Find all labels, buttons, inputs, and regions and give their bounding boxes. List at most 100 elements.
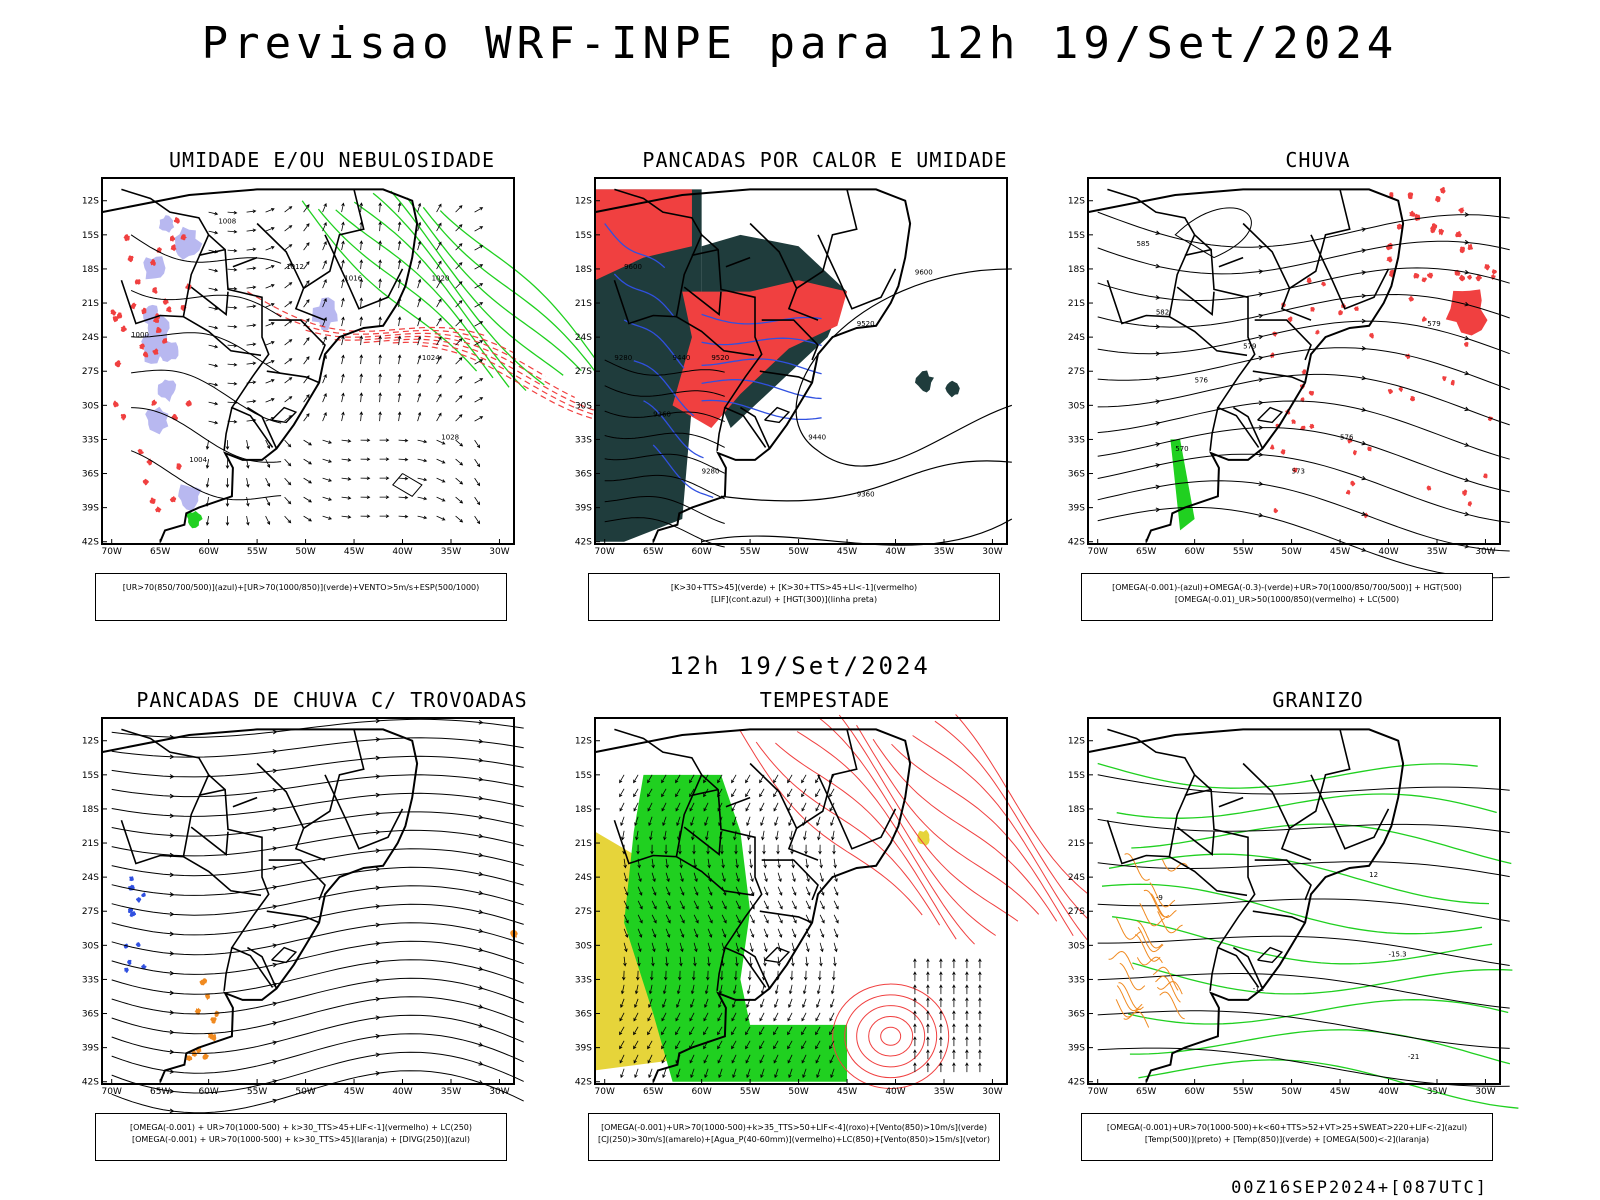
wind850-vector: [633, 1040, 639, 1050]
wind850-vector: [707, 956, 711, 967]
green-contour: [406, 197, 582, 372]
wind-vector: [322, 279, 327, 289]
wind850-vector: [633, 788, 639, 798]
wind-vector: [417, 392, 422, 403]
lat-label: 33S: [82, 975, 99, 985]
lat-label: 27S: [82, 907, 99, 917]
wind-vector: [455, 281, 463, 289]
hgt500-contour: [1097, 267, 1510, 302]
lat-label: 30S: [82, 941, 99, 951]
lon-label: 35W: [441, 547, 461, 557]
lc850-red-streamline: [872, 738, 1058, 922]
lat-label: 42S: [82, 538, 99, 548]
isobar: [130, 289, 282, 318]
wind850-vector: [787, 1054, 793, 1064]
divg-blue-dot: [124, 967, 130, 973]
jet-yellow-area: [917, 829, 930, 846]
streamline-arrow: [478, 1042, 484, 1047]
lc250-streamline: [111, 996, 524, 1035]
streamline-arrow: [1361, 407, 1367, 412]
streamline-arrow: [478, 738, 484, 744]
wind850-vector: [763, 928, 769, 938]
map-frame: [594, 717, 1008, 1085]
omega-orange-contour: [1150, 893, 1177, 918]
omega-orange-contour: [1115, 917, 1142, 940]
wind-vector: [455, 376, 463, 384]
wind850-vector: [952, 1062, 956, 1073]
omega-orange-contour: [1115, 999, 1142, 1018]
red-dashed-contour: [392, 341, 633, 422]
wind850-vector: [689, 774, 695, 784]
wind850-vector: [735, 942, 740, 953]
lat-label: 36S: [82, 1010, 99, 1020]
wind-vector: [474, 340, 484, 346]
wind-vector: [303, 242, 310, 251]
border-line: [683, 286, 722, 316]
wind850-vector: [735, 956, 739, 967]
wind850-vector: [791, 900, 797, 910]
wind-vector: [397, 411, 402, 422]
wind850-vector: [648, 998, 653, 1008]
wind850-vector: [777, 886, 783, 896]
lon-label: 45W: [1330, 1087, 1350, 1097]
contour-label: 570: [1175, 445, 1188, 453]
wind850-vector: [705, 830, 709, 841]
rain-dot: [1426, 485, 1432, 491]
wind-vector: [379, 457, 390, 461]
lif-contour: [652, 444, 714, 499]
wind-vector: [417, 354, 422, 365]
wind850-vector: [734, 844, 738, 855]
wind850-vector: [965, 1049, 969, 1060]
border-line: [749, 762, 819, 861]
wind-vector: [322, 241, 327, 251]
red-dot: [137, 448, 144, 455]
streamline-arrow: [375, 941, 381, 946]
wind850-vector: [819, 872, 824, 883]
wind850-vector: [621, 830, 625, 841]
wind850-vector: [637, 886, 643, 896]
wind850-vector: [791, 872, 796, 883]
border-line: [739, 946, 771, 989]
border-line: [725, 256, 751, 268]
wind850-vector: [651, 900, 657, 910]
wind850-vector: [623, 956, 627, 967]
wind850-vector: [926, 1062, 930, 1073]
contour-label: 579: [1243, 342, 1256, 350]
wind-vector: [378, 373, 382, 384]
wind-vector: [246, 342, 257, 347]
wind850-vector: [819, 914, 825, 924]
divg-blue-dot: [127, 959, 132, 965]
map-frame: [1087, 717, 1501, 1085]
wind850-vector: [647, 1040, 653, 1050]
lon-label: 40W: [1378, 547, 1398, 557]
wind850-vector: [693, 956, 697, 967]
map-frame: [594, 177, 1008, 545]
wind-vector: [359, 354, 364, 365]
wind850-vector: [774, 998, 779, 1008]
lat-label: 18S: [1068, 805, 1085, 815]
contour-label: 1028: [441, 433, 459, 441]
wind850-vector: [749, 928, 755, 938]
instability-orange-dot: [214, 1010, 220, 1017]
lc250-streamline: [111, 866, 524, 896]
streamline-arrow: [478, 852, 484, 858]
streamline-arrow: [478, 795, 484, 801]
streamline-arrow: [272, 962, 278, 968]
wind850-vector: [619, 1012, 625, 1022]
omega-orange-contour: [1136, 956, 1163, 966]
wind850-vector: [637, 872, 642, 883]
temp850-green-contour: [1132, 962, 1513, 995]
border-line: [725, 796, 751, 808]
green-contour: [439, 210, 615, 386]
lat-label: 18S: [82, 805, 99, 815]
lon-label: 50W: [1281, 547, 1301, 557]
wind850-vector: [789, 970, 794, 981]
wind850-vector: [633, 1026, 639, 1036]
wind850-vector: [651, 872, 656, 883]
wind-vector: [205, 459, 210, 469]
wind-vector: [208, 382, 219, 387]
wind-vector: [474, 477, 481, 487]
wind850-vector: [775, 830, 779, 841]
red-dashed-contour: [363, 338, 604, 414]
wind-vector: [265, 322, 275, 327]
